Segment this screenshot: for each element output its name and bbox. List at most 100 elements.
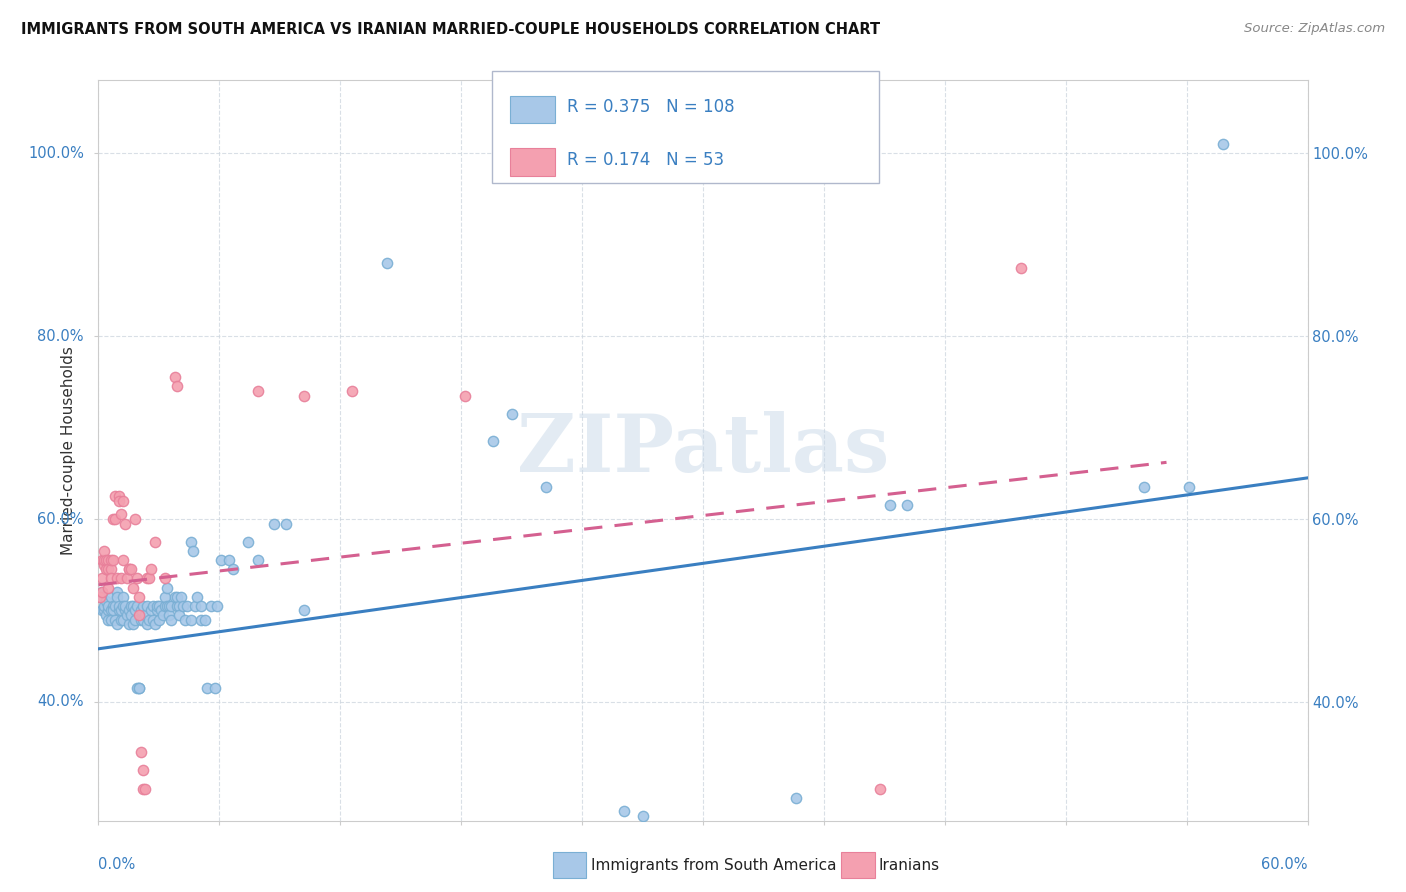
Point [103,599,125,613]
Point [195,681,218,695]
Point [93,553,115,567]
Point [129,613,152,627]
Point [124,512,146,526]
Point [128,681,150,695]
Point [121,581,143,595]
Point [91,603,114,617]
Point [118,562,141,576]
Text: ZIPatlas: ZIPatlas [517,411,889,490]
Point [101,603,124,617]
Point [274,516,297,531]
Point [91,553,114,567]
Point [97,603,120,617]
Point [167,599,190,613]
Point [132,764,155,778]
Point [139,603,162,617]
Point [120,607,142,622]
Point [100,571,122,585]
Point [125,599,148,613]
Point [174,613,197,627]
Point [118,617,141,632]
Text: R = 0.174   N = 53: R = 0.174 N = 53 [567,151,724,169]
Point [167,607,190,622]
Point [149,603,172,617]
Point [869,781,891,796]
Point [785,790,807,805]
Point [1010,260,1032,275]
Text: 40.0%: 40.0% [38,694,84,709]
Point [143,617,166,632]
Point [100,603,122,617]
Point [342,384,364,398]
Point [153,571,176,585]
Point [375,256,398,270]
Point [93,599,115,613]
Point [160,613,183,627]
Point [101,553,124,567]
Point [105,571,128,585]
Point [93,603,115,617]
Text: 60.0%: 60.0% [38,511,84,526]
Point [101,512,124,526]
Point [110,603,132,617]
Point [146,603,169,617]
Point [105,617,128,632]
Point [148,599,170,613]
Point [105,585,128,599]
Point [246,384,269,398]
Point [204,681,226,695]
Point [207,599,229,613]
Point [120,599,142,613]
Point [157,599,180,613]
Point [501,407,523,421]
Point [114,516,136,531]
Point [163,590,186,604]
Point [152,607,174,622]
Point [101,599,124,613]
Point [482,434,505,449]
Point [613,805,636,819]
Point [110,571,132,585]
Point [103,512,125,526]
Point [111,599,134,613]
Point [190,599,212,613]
Point [146,599,169,613]
Point [134,607,156,622]
Point [534,480,557,494]
Point [100,613,122,627]
Text: Iranians: Iranians [879,858,939,872]
Point [236,534,259,549]
Point [89,590,111,604]
Point [170,590,193,604]
Point [128,681,150,695]
Point [107,599,129,613]
Point [142,599,165,613]
Point [89,590,111,604]
Point [96,594,118,608]
Point [124,603,146,617]
Text: Immigrants from South America: Immigrants from South America [591,858,837,872]
Point [181,544,204,558]
Point [114,599,136,613]
Point [114,603,136,617]
Text: Source: ZipAtlas.com: Source: ZipAtlas.com [1244,22,1385,36]
Point [166,599,188,613]
Point [96,562,118,576]
Point [97,562,120,576]
Point [125,571,148,585]
Point [1133,480,1156,494]
Point [121,617,143,632]
Point [157,607,180,622]
Point [128,607,150,622]
Text: 0.0%: 0.0% [98,857,135,872]
Point [142,613,165,627]
Point [120,562,142,576]
Point [93,544,115,558]
Point [124,613,146,627]
Point [163,370,186,384]
Point [135,571,157,585]
Point [121,599,143,613]
Point [143,534,166,549]
Point [180,534,202,549]
Point [118,603,141,617]
